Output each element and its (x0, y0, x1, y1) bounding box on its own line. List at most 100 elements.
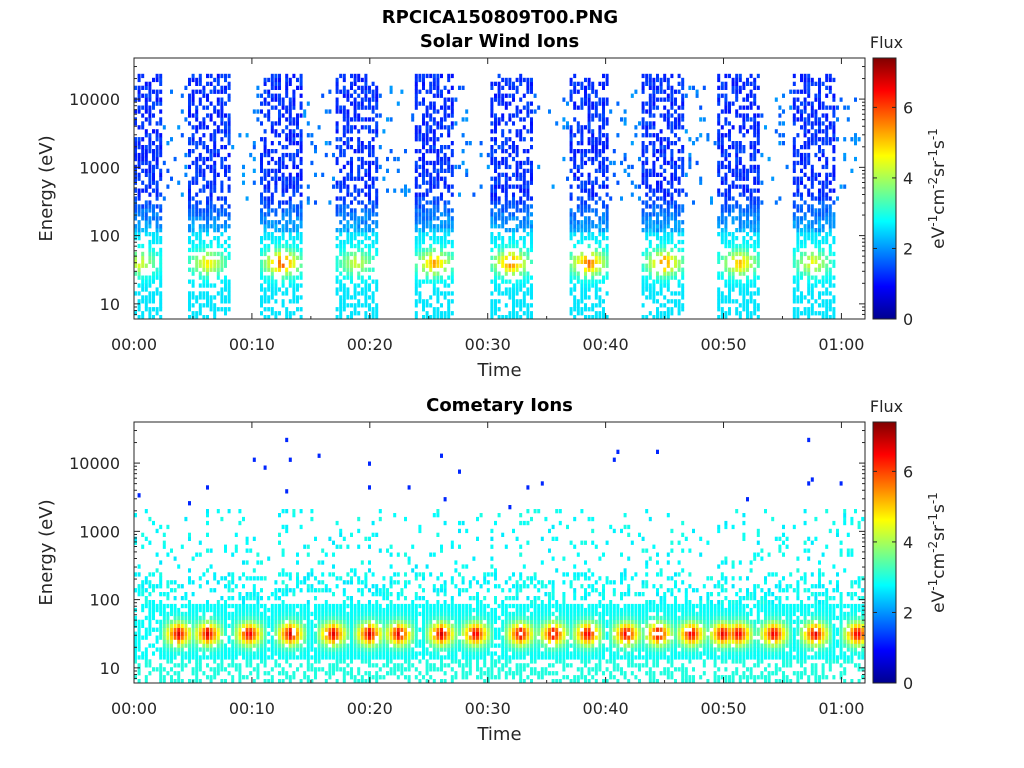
heatmap-cell (818, 200, 821, 205)
heatmap-cell (670, 192, 674, 197)
heatmap-cell (724, 224, 728, 229)
heatmap-cell (267, 101, 271, 106)
heatmap-cell (494, 200, 497, 205)
heatmap-cell (598, 160, 602, 166)
heatmap-cell (162, 643, 166, 648)
heatmap-cell (159, 627, 163, 632)
heatmap-cell (724, 243, 728, 249)
heatmap-cell (512, 299, 515, 304)
heatmap-cell (501, 133, 505, 138)
heatmap-cell (216, 149, 220, 154)
heatmap-cell (216, 109, 220, 114)
heatmap-cell (666, 145, 670, 150)
heatmap-cell (674, 164, 677, 170)
heatmap-cell (443, 200, 447, 205)
heatmap-cell (512, 212, 515, 217)
heatmap-cell (666, 307, 670, 312)
heatmap-cell (576, 271, 580, 276)
heatmap-cell (663, 228, 667, 233)
heatmap-cell (148, 295, 152, 300)
heatmap-cell (342, 184, 346, 189)
heatmap-cell (436, 239, 440, 245)
heatmap-cell (202, 89, 206, 94)
heatmap-cell (814, 109, 818, 114)
heatmap-cell (580, 196, 584, 201)
heatmap-cell (666, 271, 670, 276)
heatmap-cell (137, 109, 141, 114)
heatmap-cell (152, 259, 155, 264)
heatmap-cell (371, 299, 375, 304)
heatmap-cell (166, 651, 170, 656)
heatmap-cell (166, 580, 170, 585)
heatmap-cell (818, 220, 821, 225)
heatmap-cell (742, 220, 746, 225)
heatmap-cell (681, 97, 685, 102)
heatmap-cell (195, 200, 199, 205)
heatmap-cell (292, 228, 296, 233)
heatmap-cell (832, 295, 836, 300)
heatmap-cell (490, 121, 494, 126)
heatmap-cell (260, 236, 263, 241)
heatmap-cell (299, 113, 303, 118)
heatmap-cell (792, 212, 796, 217)
heatmap-cell (512, 184, 515, 189)
heatmap-cell (159, 315, 163, 320)
heatmap-cell (832, 307, 836, 312)
heatmap-cell (195, 623, 199, 628)
heatmap-cell (173, 647, 177, 652)
heatmap-cell (263, 196, 267, 201)
heatmap-cell (148, 540, 152, 545)
heatmap-cell (375, 105, 379, 110)
heatmap-cell (814, 81, 818, 86)
heatmap-cell (357, 192, 361, 197)
heatmap-cell (605, 315, 609, 320)
heatmap-cell (267, 152, 271, 158)
heatmap-cell (339, 188, 343, 193)
heatmap-cell (587, 188, 591, 193)
heatmap-cell (580, 180, 584, 185)
heatmap-cell (144, 279, 148, 284)
heatmap-cell (670, 307, 674, 312)
heatmap-cell (652, 283, 656, 288)
heatmap-cell (335, 156, 339, 162)
heatmap-cell (353, 97, 357, 102)
heatmap-cell (429, 129, 433, 134)
heatmap-cell (191, 671, 195, 676)
heatmap-cell (576, 311, 580, 316)
heatmap-cell (494, 303, 497, 308)
heatmap-cell (490, 208, 494, 213)
heatmap-cell (742, 303, 746, 308)
heatmap-cell (782, 93, 785, 98)
heatmap-cell (602, 184, 605, 189)
heatmap-cell (526, 303, 530, 308)
heatmap-cell (645, 129, 649, 134)
heatmap-cell (144, 588, 148, 593)
heatmap-cell (209, 208, 213, 213)
heatmap-cell (602, 315, 605, 320)
heatmap-cell (220, 267, 224, 272)
heatmap-cell (843, 105, 847, 110)
heatmap-cell (375, 129, 379, 134)
heatmap-cell (155, 232, 159, 237)
heatmap-cell (414, 224, 418, 229)
heatmap-cell (648, 85, 652, 90)
heatmap-cell (350, 172, 353, 177)
heatmap-cell (299, 251, 303, 257)
heatmap-cell (522, 172, 526, 177)
heatmap-cell (447, 299, 451, 304)
heatmap-cell (587, 97, 591, 102)
heatmap-cell (659, 204, 663, 209)
heatmap-cell (206, 180, 209, 185)
heatmap-cell (198, 168, 202, 173)
heatmap-cell (216, 212, 220, 217)
heatmap-cell (681, 283, 685, 288)
heatmap-cell (810, 307, 814, 312)
heatmap-cell (152, 275, 155, 280)
heatmap-cell (357, 291, 361, 296)
heatmap-cell (375, 232, 379, 237)
heatmap-cell (195, 263, 199, 268)
heatmap-cell (170, 588, 173, 593)
heatmap-cell (206, 639, 209, 644)
heatmap-cell (425, 259, 429, 264)
heatmap-cell (270, 81, 274, 86)
